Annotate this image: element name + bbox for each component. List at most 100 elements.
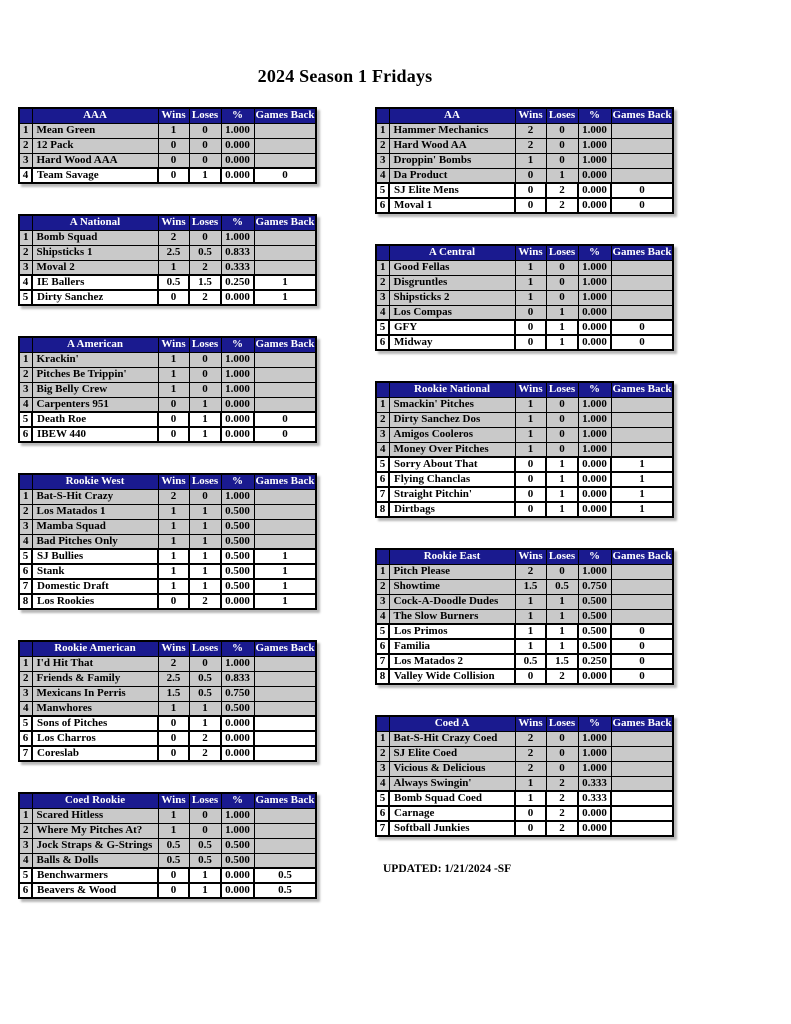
wins-header: Wins: [157, 107, 190, 124]
games-back-cell: 1: [253, 548, 317, 565]
table-row: 2 Los Matados 1 1 1 0.500: [18, 503, 317, 520]
loses-cell: 2: [188, 745, 222, 762]
pct-cell: 0.500: [220, 563, 255, 580]
gamesback-header: Games Back: [610, 381, 674, 398]
rank-cell: 5: [18, 867, 33, 884]
loses-cell: 0: [545, 137, 579, 154]
wins-cell: 1: [157, 700, 190, 717]
wins-cell: 1: [514, 289, 547, 306]
pct-header: %: [220, 107, 255, 124]
division-header: Coed A: [388, 715, 516, 732]
pct-cell: 0.000: [577, 805, 612, 822]
table-row: 6 Beavers & Wood 0 1 0.000 0.5: [18, 882, 317, 899]
games-back-cell: [253, 730, 317, 747]
header-row: A American Wins Loses% Games Back: [18, 336, 317, 353]
rank-cell: 6: [375, 334, 390, 351]
table-row: 5 GFY 0 1 0.000 0: [375, 319, 674, 336]
table-row: 2 Friends & Family 2.5 0.5 0.833: [18, 670, 317, 687]
loses-cell: 0: [545, 760, 579, 777]
wins-cell: 0.5: [157, 852, 190, 869]
pct-cell: 1.000: [577, 396, 612, 413]
page-title: 2024 Season 1 Fridays: [257, 66, 433, 86]
table-row: 7 Los Matados 2 0.5 1.5 0.250 0: [375, 653, 674, 670]
table-row: 6 Midway 0 1 0.000 0: [375, 334, 674, 351]
team-name: Hard Wood AAA: [31, 152, 159, 169]
pct-cell: 1.000: [577, 259, 612, 276]
team-name: Da Product: [388, 167, 516, 184]
loses-cell: 1: [188, 411, 222, 428]
table-row: 1 Pitch Please 2 0 1.000: [375, 563, 674, 580]
table-row: 3 Big Belly Crew 1 0 1.000: [18, 381, 317, 398]
loses-cell: 1: [545, 319, 579, 336]
table-row: 5 Benchwarmers 0 1 0.000 0.5: [18, 867, 317, 884]
header-row: A National Wins Loses% Games Back: [18, 214, 317, 231]
wins-cell: 0: [514, 197, 547, 214]
rank-cell: 3: [375, 289, 390, 306]
loses-cell: 1: [188, 867, 222, 884]
wins-cell: 1: [514, 411, 547, 428]
division-header: AAA: [31, 107, 159, 124]
pct-cell: 1.000: [577, 441, 612, 458]
loses-header: Loses: [545, 244, 579, 261]
header-row: Rookie West Wins Loses% Games Back: [18, 473, 317, 490]
games-back-cell: [253, 715, 317, 732]
rank-cell: 5: [18, 715, 33, 732]
standings-table-a-american: A American Wins Loses% Games Back 1 Krackin' 1…: [18, 336, 317, 443]
wins-cell: 2: [514, 122, 547, 139]
table-row: 2 Showtime 1.5 0.5 0.750: [375, 578, 674, 595]
table-row: 3 Hard Wood AAA 0 0 0.000: [18, 152, 317, 169]
header-row: Coed A Wins Loses% Games Back: [375, 715, 674, 732]
rank-cell: 2: [18, 503, 33, 520]
pct-cell: 1.000: [577, 426, 612, 443]
wins-cell: 1: [514, 259, 547, 276]
rank-cell: 3: [18, 152, 33, 169]
rank-cell: 6: [375, 638, 390, 655]
rank-cell: 5: [18, 548, 33, 565]
table-row: 5 Dirty Sanchez 0 2 0.000 1: [18, 289, 317, 306]
wins-cell: 1: [157, 533, 190, 550]
wins-cell: 2: [514, 730, 547, 747]
loses-cell: 1: [545, 638, 579, 655]
rank-cell: 4: [375, 608, 390, 625]
loses-cell: 2: [188, 730, 222, 747]
rank-cell: 1: [375, 563, 390, 580]
table-row: 6 Moval 1 0 2 0.000 0: [375, 197, 674, 214]
team-name: Disgruntles: [388, 274, 516, 291]
standings-table-rookie-national: Rookie National Wins Loses% Games Back 1 Smac…: [375, 381, 674, 518]
table-row: 4 Money Over Pitches 1 0 1.000: [375, 441, 674, 458]
wins-cell: 0: [157, 745, 190, 762]
division-header: A American: [31, 336, 159, 353]
pct-cell: 0.333: [577, 775, 612, 792]
team-name: Smackin' Pitches: [388, 396, 516, 413]
team-name: Scared Hitless: [31, 807, 159, 824]
table-row: 6 Flying Chanclas 0 1 0.000 1: [375, 471, 674, 488]
loses-cell: 0: [545, 411, 579, 428]
team-name: Always Swingin': [388, 775, 516, 792]
pct-cell: 0.000: [220, 715, 255, 732]
games-back-cell: [610, 563, 674, 580]
wins-cell: 0: [157, 411, 190, 428]
pct-cell: 1.000: [220, 366, 255, 383]
rank-cell: 4: [18, 852, 33, 869]
table-row: 6 Familia 1 1 0.500 0: [375, 638, 674, 655]
pct-cell: 1.000: [577, 122, 612, 139]
games-back-cell: 0: [253, 411, 317, 428]
rank-cell: 4: [375, 441, 390, 458]
wins-cell: 1: [514, 790, 547, 807]
table-row: 3 Vicious & Delicious 2 0 1.000: [375, 760, 674, 777]
team-name: Droppin' Bombs: [388, 152, 516, 169]
table-row: 5 SJ Elite Mens 0 2 0.000 0: [375, 182, 674, 199]
rank-cell: 5: [375, 790, 390, 807]
games-back-cell: [253, 351, 317, 368]
pct-cell: 0.333: [577, 790, 612, 807]
loses-header: Loses: [188, 336, 222, 353]
loses-cell: 0: [545, 259, 579, 276]
table-row: 4 Da Product 0 1 0.000: [375, 167, 674, 184]
loses-cell: 0: [545, 441, 579, 458]
pct-cell: 0.500: [577, 593, 612, 610]
rank-cell: 2: [375, 411, 390, 428]
games-back-cell: 0: [610, 623, 674, 640]
updated-note: UPDATED: 1/21/2024 -SF: [383, 863, 512, 875]
team-name: Carnage: [388, 805, 516, 822]
rank-column-header: [18, 792, 33, 809]
